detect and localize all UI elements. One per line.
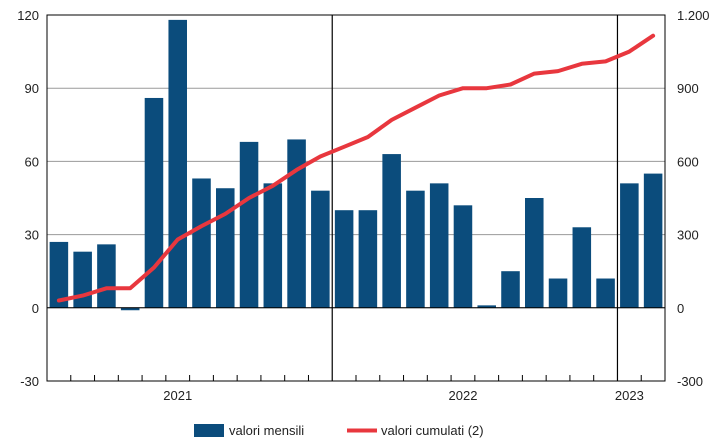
bar-2021-05 bbox=[192, 178, 211, 308]
left-tick-label-60: 60 bbox=[25, 154, 39, 169]
year-label-2021: 2021 bbox=[163, 388, 192, 403]
x-tick-marks bbox=[70, 375, 642, 381]
legend-label-valori-cumulati: valori cumulati (2) bbox=[381, 423, 484, 438]
line-series-valori-cumulati bbox=[56, 33, 656, 303]
line-valori-cumulati bbox=[56, 33, 656, 303]
bar-2022-09 bbox=[572, 227, 592, 308]
year-label-2022: 2022 bbox=[449, 388, 478, 403]
right-tick-label-300: 300 bbox=[677, 228, 699, 243]
right-tick-label-900: 900 bbox=[677, 81, 699, 96]
bar-2021-04 bbox=[168, 19, 188, 308]
bar-2021-11 bbox=[334, 210, 354, 308]
right-tick-label-0: 0 bbox=[677, 301, 684, 316]
bar-2020-12 bbox=[73, 251, 92, 308]
bar-2022-01 bbox=[382, 154, 401, 308]
bar-2021-03 bbox=[144, 97, 164, 308]
bar-2021-07 bbox=[239, 141, 259, 308]
left-tick-label-120: 120 bbox=[17, 8, 39, 23]
bars-valori-mensili bbox=[49, 19, 663, 311]
legend-swatch-valori-mensili bbox=[194, 424, 224, 437]
bar-2022-04 bbox=[453, 205, 473, 308]
left-tick-label-90: 90 bbox=[25, 81, 39, 96]
bar-2021-12 bbox=[358, 210, 378, 308]
legend-label-valori-mensili: valori mensili bbox=[229, 423, 304, 438]
right-tick-labels: -300 0 300 600 900 1.200 bbox=[677, 8, 710, 389]
left-tick-labels: -30 0 30 60 90 120 bbox=[17, 8, 39, 389]
right-tick-label-1200: 1.200 bbox=[677, 8, 710, 23]
bar-2021-10 bbox=[311, 190, 330, 308]
axes bbox=[46, 14, 666, 382]
bar-2022-07 bbox=[524, 198, 544, 308]
bar-2022-06 bbox=[501, 271, 520, 308]
bar-2022-03 bbox=[429, 183, 449, 308]
bar-2021-01 bbox=[97, 244, 116, 308]
left-tick-label-30: 30 bbox=[25, 228, 39, 243]
bar-2022-05 bbox=[477, 305, 497, 308]
bar-2022-11 bbox=[620, 183, 639, 308]
bar-2022-12 bbox=[643, 173, 663, 308]
bar-2020-11 bbox=[49, 241, 69, 308]
bar-2021-09 bbox=[287, 139, 306, 308]
bar-2021-08 bbox=[263, 183, 283, 308]
bar-2021-02 bbox=[120, 307, 140, 311]
bar-2022-02 bbox=[406, 190, 425, 308]
year-dividers bbox=[331, 15, 619, 381]
gridlines bbox=[47, 87, 665, 309]
left-tick-label-0: 0 bbox=[32, 301, 39, 316]
bar-2022-08 bbox=[548, 278, 568, 308]
bar-2021-06 bbox=[215, 188, 235, 308]
right-tick-label-600: 600 bbox=[677, 154, 699, 169]
right-tick-label--300: -300 bbox=[677, 374, 703, 389]
year-labels: 2021 2022 2023 bbox=[163, 388, 644, 403]
left-tick-label--30: -30 bbox=[20, 374, 39, 389]
year-label-2023: 2023 bbox=[615, 388, 644, 403]
bar-2022-10 bbox=[596, 278, 615, 308]
plot-frame bbox=[46, 14, 666, 382]
legend: valori mensili valori cumulati (2) bbox=[194, 423, 484, 438]
